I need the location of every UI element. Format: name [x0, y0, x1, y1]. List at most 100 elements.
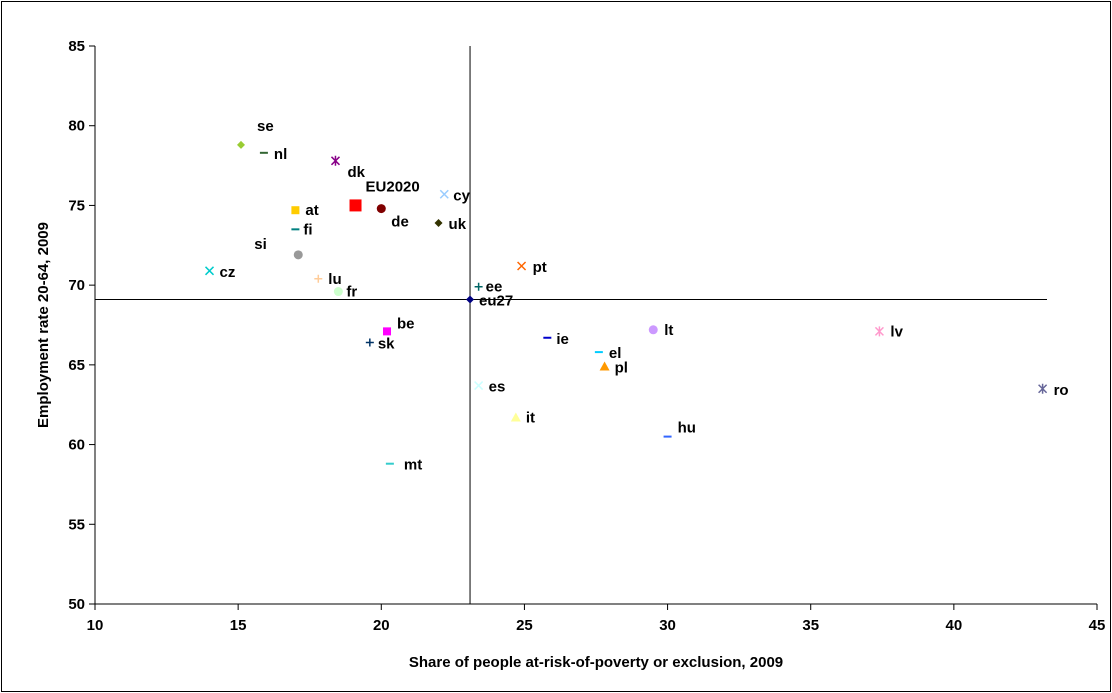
marker-at	[291, 206, 300, 215]
marker-ro	[1038, 383, 1048, 394]
label-nl: nl	[274, 146, 287, 163]
label-cz: cz	[220, 264, 236, 281]
y-axis-title: Employment rate 20-64, 2009	[35, 222, 52, 428]
data-point-se: se	[237, 118, 274, 149]
label-si: si	[254, 236, 267, 253]
x-tick-label: 40	[946, 617, 963, 634]
data-point-sk: sk	[365, 336, 395, 353]
label-ie: ie	[556, 331, 569, 348]
label-at: at	[305, 202, 318, 219]
reference-lines	[95, 46, 1047, 604]
data-point-es: es	[474, 379, 506, 396]
y-tick-label: 75	[68, 197, 85, 214]
label-hu: hu	[678, 420, 696, 437]
data-point-at: at	[291, 202, 319, 219]
data-point-it: it	[510, 409, 535, 426]
x-tick-label: 25	[516, 617, 533, 634]
data-point-nl: nl	[259, 146, 287, 163]
y-tick-label: 60	[68, 437, 85, 454]
label-de: de	[391, 214, 409, 231]
label-lu: lu	[328, 271, 341, 288]
marker-sk	[365, 338, 374, 347]
label-sk: sk	[378, 336, 395, 353]
y-tick-label: 55	[68, 516, 85, 533]
label-fr: fr	[346, 284, 357, 301]
data-point-pt: pt	[517, 259, 547, 276]
label-eu27: eu27	[479, 292, 513, 309]
x-tick-label: 30	[659, 617, 676, 634]
data-point-fr: fr	[333, 284, 357, 301]
y-tick-label: 50	[68, 596, 85, 613]
label-pt: pt	[533, 259, 547, 276]
label-ee: ee	[486, 279, 503, 296]
data-point-pl: pl	[599, 359, 628, 376]
x-tick-label: 15	[230, 617, 247, 634]
x-tick-label: 10	[87, 617, 104, 634]
y-tick-label: 70	[68, 277, 85, 294]
x-tick-label: 20	[373, 617, 390, 634]
y-tick-label: 65	[68, 357, 85, 374]
data-point-de: de	[376, 204, 409, 231]
label-uk: uk	[449, 216, 467, 233]
data-point-eu27: eu27	[466, 292, 513, 309]
label-fi: fi	[303, 221, 312, 238]
marker-pl	[599, 361, 610, 371]
label-cy: cy	[453, 187, 470, 204]
data-point-lu: lu	[314, 271, 342, 288]
marker-lt	[648, 325, 658, 335]
axes: 50 55 60 65 70 75 80 85 10 15 20 25 30 35 40 45	[68, 38, 1105, 634]
label-es: es	[489, 379, 506, 396]
marker-uk	[434, 218, 443, 227]
data-point-ro: ro	[1038, 382, 1069, 399]
y-tick-label: 85	[68, 38, 85, 55]
marker-de	[376, 204, 386, 214]
label-be: be	[397, 315, 415, 332]
data-point-el: el	[594, 345, 622, 362]
label-EU2020: EU2020	[366, 178, 420, 195]
data-point-ee: ee	[474, 279, 503, 296]
marker-EU2020	[349, 199, 362, 212]
marker-si	[293, 250, 303, 260]
label-mt: mt	[404, 457, 422, 474]
data-point-uk: uk	[434, 216, 467, 233]
marker-it	[510, 412, 521, 422]
data-point-mt: mt	[385, 457, 422, 474]
label-lt: lt	[664, 322, 673, 339]
x-tick-label: 45	[1089, 617, 1106, 634]
data-point-cz: cz	[204, 264, 236, 281]
marker-cy	[439, 189, 449, 199]
data-point-hu: hu	[663, 420, 696, 438]
marker-es	[474, 381, 484, 391]
marker-fr	[333, 287, 343, 297]
label-pl: pl	[615, 359, 628, 376]
label-se: se	[257, 118, 274, 135]
label-el: el	[609, 345, 622, 362]
label-ro: ro	[1054, 382, 1069, 399]
marker-dk	[330, 155, 341, 166]
data-point-si: si	[254, 236, 303, 260]
label-it: it	[526, 409, 535, 426]
data-point-dk: dk	[330, 155, 366, 181]
marker-pt	[517, 261, 527, 271]
data-point-fi: fi	[291, 221, 313, 238]
label-lv: lv	[890, 323, 903, 340]
data-point-cy: cy	[439, 187, 471, 204]
data-point-ie: ie	[543, 331, 569, 348]
marker-be	[383, 327, 392, 336]
marker-cz	[204, 266, 215, 276]
marker-eu27	[466, 295, 475, 304]
marker-se	[237, 140, 246, 149]
marker-lu	[314, 274, 323, 283]
y-tick-label: 80	[68, 118, 85, 135]
data-point-be: be	[383, 315, 415, 336]
data-point-EU2020: EU2020	[349, 178, 420, 212]
marker-lv	[874, 326, 884, 337]
x-tick-label: 35	[802, 617, 819, 634]
data-point-lt: lt	[648, 322, 673, 339]
x-axis-title: Share of people at-risk-of-poverty or ex…	[409, 654, 783, 671]
data-point-lv: lv	[874, 323, 904, 340]
marker-ee	[474, 282, 483, 291]
